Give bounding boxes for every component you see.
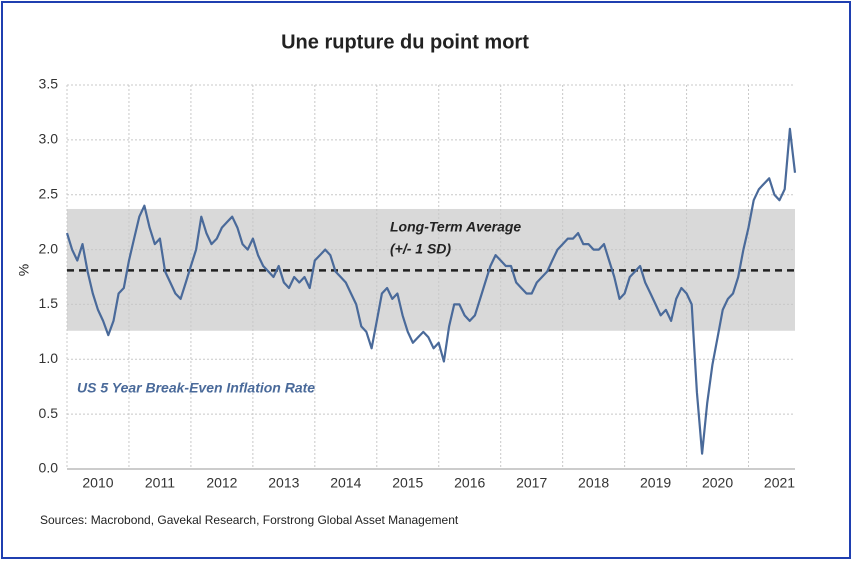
x-tick-label: 2017 <box>516 475 547 491</box>
series-label: US 5 Year Break-Even Inflation Rate <box>77 380 315 396</box>
x-tick-label: 2015 <box>392 475 423 491</box>
y-tick-label: 0.0 <box>39 460 59 476</box>
x-tick-label: 2019 <box>640 475 671 491</box>
x-tick-label: 2012 <box>206 475 237 491</box>
y-tick-label: 0.5 <box>39 405 59 421</box>
x-tick-label: 2010 <box>82 475 113 491</box>
x-tick-label: 2020 <box>702 475 733 491</box>
source: Sources: Macrobond, Gavekal Research, Fo… <box>40 513 459 527</box>
y-tick-label: 2.5 <box>39 185 59 201</box>
y-tick-label: 2.0 <box>39 240 59 256</box>
x-tick-label: 2011 <box>145 475 175 491</box>
x-tick-label: 2021 <box>764 475 795 491</box>
x-tick-label: 2016 <box>454 475 485 491</box>
y-tick-label: 1.0 <box>39 350 59 366</box>
x-tick-label: 2014 <box>330 475 361 491</box>
y-axis-label: % <box>16 264 32 276</box>
band-label: Long-Term Average <box>390 219 521 235</box>
band-sublabel: (+/- 1 SD) <box>390 241 451 257</box>
x-tick-label: 2013 <box>268 475 299 491</box>
y-tick-label: 3.5 <box>39 76 59 92</box>
y-tick-label: 3.0 <box>39 131 59 147</box>
series-line <box>65 127 797 455</box>
chart-title: Une rupture du point mort <box>281 31 529 53</box>
x-tick-label: 2018 <box>578 475 609 491</box>
plot: 0.0 0.5 1.0 1.5 2.0 2.5 3.0 3.5 2010 2011 2012 2013… <box>39 76 797 491</box>
y-tick-label: 1.5 <box>39 295 59 311</box>
